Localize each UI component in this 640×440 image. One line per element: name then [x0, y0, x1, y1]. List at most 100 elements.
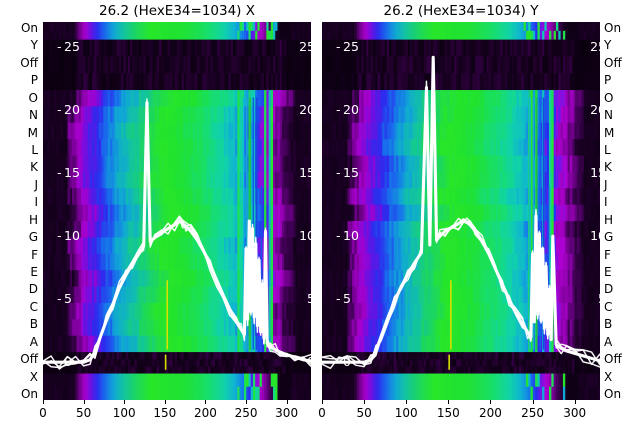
category-label-m: M [604, 125, 615, 140]
category-label-p: P [604, 73, 612, 88]
panel-title-y: 26.2 (HexE34=1034) Y [383, 3, 539, 19]
x-tick-label: 100 [112, 406, 136, 420]
category-label-n: N [604, 108, 613, 123]
category-label-h: H [604, 212, 614, 227]
x-tick-label: 100 [394, 406, 418, 420]
y-tick-label-right-20: 20 [299, 102, 311, 118]
category-label-f: F [31, 247, 38, 262]
category-label-a: A [29, 334, 38, 349]
x-tick-label: 0 [318, 406, 326, 420]
y-tick-label-right-5: 5 [598, 292, 600, 305]
x-tick-label: 200 [193, 406, 217, 420]
x-tick-mark [532, 400, 534, 404]
category-label-a: A [604, 334, 613, 349]
category-labels-left: On Y Off P O N M L K J I H G F E D C B A Off X On [4, 22, 38, 400]
category-label-l: L [604, 143, 611, 157]
category-label-j: J [34, 177, 38, 192]
category-label-g: G [28, 230, 38, 245]
x-tick-label: 250 [521, 406, 545, 420]
category-label-o: O [28, 90, 38, 105]
category-label-off: Off [20, 352, 38, 367]
category-label-c: C [604, 299, 613, 314]
x-tick-label: 250 [234, 406, 258, 420]
category-label-y: Y [30, 38, 38, 53]
x-tick-mark [246, 400, 248, 404]
x-tick-mark [83, 400, 85, 404]
category-label-j: J [604, 177, 608, 192]
category-label-l: L [31, 143, 38, 157]
category-label-on: On [20, 21, 38, 35]
y-tick-label-5: -5 [57, 291, 72, 307]
y-tick-label-15: -15 [57, 165, 80, 181]
category-label-p: P [30, 73, 38, 88]
x-tick-label: 150 [153, 406, 177, 420]
category-label-g: G [604, 230, 614, 245]
y-tick-label-5: -5 [336, 291, 351, 307]
category-label-c: C [29, 299, 38, 314]
x-tick-mark [43, 400, 44, 404]
category-label-e: E [30, 265, 38, 279]
y-tick-label-right-0: 0 [598, 355, 600, 368]
category-label-on: On [604, 387, 622, 401]
category-label-x: X [29, 369, 38, 384]
heatmap-panel-y: -0 0 -5 5 -10 10 -15 15 -20 20 -25 25 [322, 22, 600, 400]
y-tick-label-15: -15 [336, 165, 359, 181]
x-tick-label: 300 [563, 406, 587, 420]
y-tick-label-right-20: 20 [590, 102, 600, 118]
category-label-o: O [604, 90, 614, 105]
category-label-m: M [27, 125, 38, 140]
y-tick-label-right-25: 25 [299, 39, 311, 55]
category-labels-right: On Y Off P O N M L K J I H G F E D C B A Off X On [604, 22, 638, 400]
heatmap-image-y [322, 22, 600, 400]
x-axis-right: 0 50 100 150 200 250 300 [318, 400, 600, 440]
category-label-b: B [29, 317, 38, 332]
category-label-off: Off [604, 352, 622, 367]
x-tick-label: 200 [479, 406, 502, 420]
x-tick-mark [164, 400, 166, 404]
y-tick-label-10: -10 [57, 228, 80, 244]
x-tick-mark [286, 400, 288, 404]
y-tick-label-right-0: 0 [307, 355, 311, 368]
x-tick-mark [406, 400, 408, 404]
category-label-b: B [604, 317, 613, 332]
y-tick-label-20: -20 [57, 102, 80, 118]
x-tick-label: 0 [39, 406, 47, 420]
category-label-d: D [28, 282, 38, 297]
category-label-f: F [604, 247, 611, 262]
y-tick-label-20: -20 [336, 102, 359, 118]
y-tick-label-right-10: 10 [590, 228, 600, 244]
heatmap-image-x [43, 22, 311, 400]
category-label-e: E [604, 265, 612, 279]
y-tick-label-0: -0 [336, 354, 351, 370]
y-tick-label-0: -0 [57, 354, 72, 370]
category-label-i: I [34, 195, 38, 210]
category-label-off: Off [20, 55, 38, 70]
category-label-d: D [604, 282, 614, 297]
heatmap-panel-x: -0 0 -5 5 -10 10 -15 15 -20 20 -25 25 [43, 22, 311, 400]
x-tick-mark [124, 400, 126, 404]
x-tick-mark [364, 400, 366, 404]
category-label-k: K [30, 160, 38, 175]
x-tick-label: 50 [356, 406, 372, 420]
x-axis-left: 0 50 100 150 200 250 300 [39, 400, 311, 440]
y-tick-label-25: -25 [336, 39, 359, 55]
category-label-n: N [29, 108, 38, 123]
category-label-h: H [28, 212, 38, 227]
y-tick-label-right-10: 10 [299, 228, 311, 244]
category-label-x: X [604, 369, 613, 384]
x-tick-label: 50 [75, 406, 92, 420]
x-tick-mark [205, 400, 207, 404]
y-tick-label-right-5: 5 [307, 292, 311, 305]
x-tick-mark [574, 400, 576, 404]
y-tick-label-right-25: 25 [590, 39, 600, 55]
category-label-y: Y [604, 38, 612, 53]
y-tick-label-10: -10 [336, 228, 359, 244]
category-label-on: On [604, 21, 622, 35]
x-tick-mark [322, 400, 323, 404]
y-tick-label-right-15: 15 [299, 165, 311, 181]
category-label-i: I [604, 195, 608, 210]
x-tick-mark [490, 400, 492, 404]
category-label-off: Off [604, 55, 622, 70]
y-tick-label-25: -25 [57, 39, 80, 55]
